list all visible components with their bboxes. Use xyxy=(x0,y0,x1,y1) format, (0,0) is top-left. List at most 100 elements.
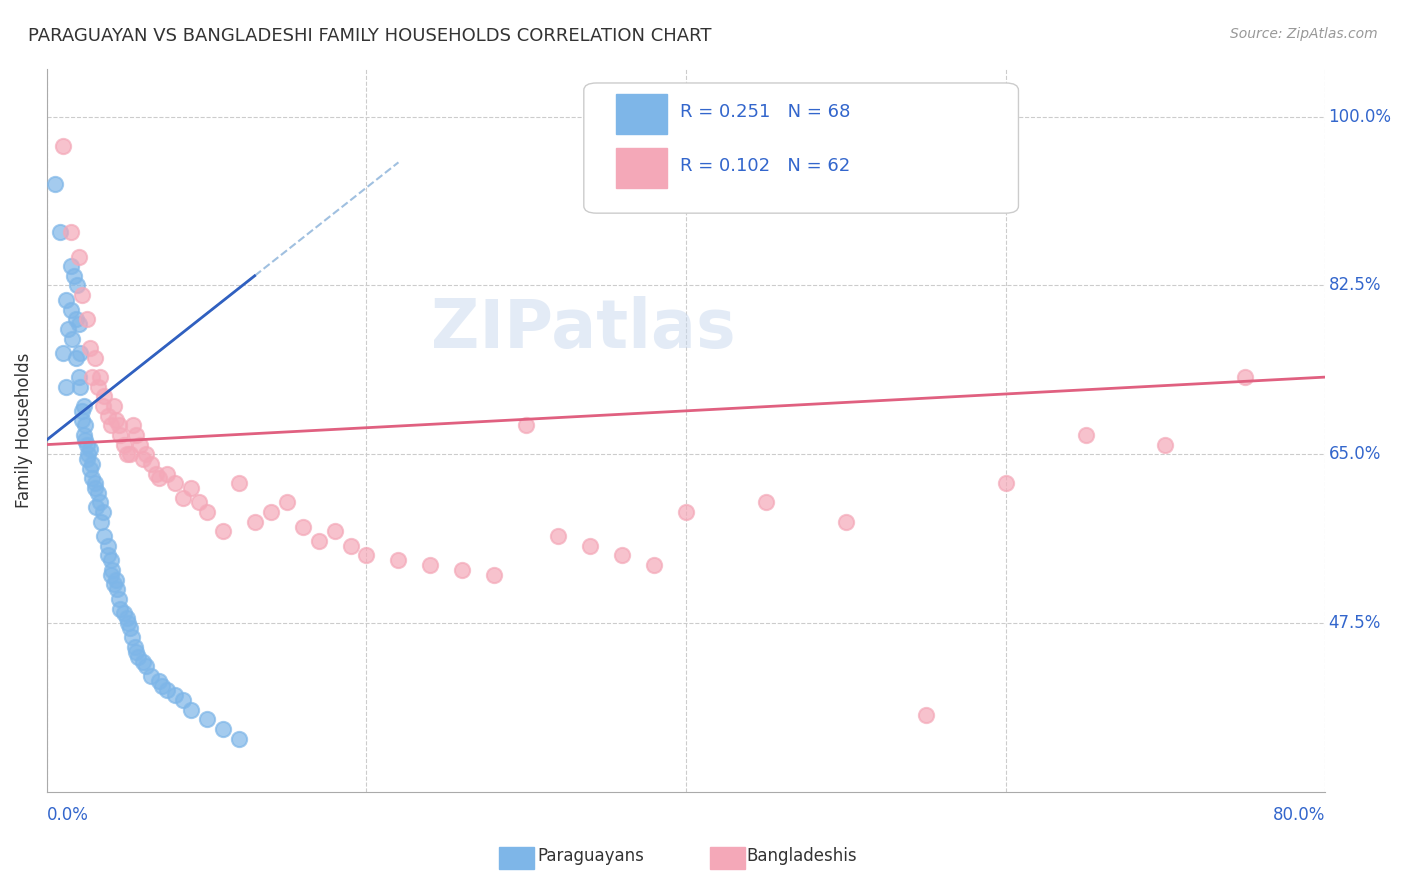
Point xyxy=(103,399,125,413)
Point xyxy=(172,693,194,707)
Point xyxy=(76,312,98,326)
Point xyxy=(100,553,122,567)
Point xyxy=(172,491,194,505)
Point xyxy=(228,731,250,746)
FancyBboxPatch shape xyxy=(583,83,1018,213)
Point xyxy=(56,322,79,336)
Point xyxy=(63,268,86,283)
Text: 100.0%: 100.0% xyxy=(1329,108,1392,126)
Point xyxy=(55,380,77,394)
Point xyxy=(914,707,936,722)
Point xyxy=(100,567,122,582)
Point xyxy=(83,351,105,365)
Point xyxy=(90,515,112,529)
Point xyxy=(117,615,139,630)
Point xyxy=(76,437,98,451)
Point xyxy=(110,428,132,442)
Point xyxy=(755,495,778,509)
Point xyxy=(69,380,91,394)
Point xyxy=(579,539,602,553)
Point xyxy=(79,442,101,457)
Bar xyxy=(499,847,534,869)
Point xyxy=(65,312,87,326)
Point xyxy=(135,659,157,673)
Point xyxy=(112,607,135,621)
Point xyxy=(65,351,87,365)
Point xyxy=(76,452,98,467)
Point xyxy=(132,452,155,467)
Bar xyxy=(616,94,666,134)
Point xyxy=(118,621,141,635)
Point xyxy=(243,515,266,529)
Text: 65.0%: 65.0% xyxy=(1329,445,1381,463)
Point xyxy=(163,688,186,702)
Point xyxy=(52,346,75,360)
Point xyxy=(387,553,409,567)
Point xyxy=(79,341,101,355)
Point xyxy=(451,563,474,577)
Point xyxy=(115,447,138,461)
Point xyxy=(91,505,114,519)
Point xyxy=(59,226,82,240)
Point xyxy=(180,703,202,717)
Point xyxy=(80,471,103,485)
Point xyxy=(128,437,150,451)
Point xyxy=(419,558,441,573)
Point xyxy=(70,413,93,427)
Point xyxy=(484,567,506,582)
Point xyxy=(59,302,82,317)
Point xyxy=(291,519,314,533)
Point xyxy=(75,418,97,433)
Point xyxy=(89,370,111,384)
Point xyxy=(139,669,162,683)
Point xyxy=(97,539,120,553)
Point xyxy=(148,673,170,688)
Point xyxy=(89,495,111,509)
Point xyxy=(163,476,186,491)
Text: Bangladeshis: Bangladeshis xyxy=(747,847,856,865)
Point xyxy=(52,138,75,153)
Point xyxy=(187,495,209,509)
Point xyxy=(107,418,129,433)
Point xyxy=(67,250,90,264)
Text: 0.0%: 0.0% xyxy=(46,806,89,824)
Point xyxy=(835,515,858,529)
Point xyxy=(72,428,94,442)
Point xyxy=(59,259,82,273)
Point xyxy=(124,640,146,654)
Point xyxy=(70,288,93,302)
Point xyxy=(121,631,143,645)
Point xyxy=(112,437,135,451)
Point xyxy=(86,500,108,515)
Point xyxy=(139,457,162,471)
Y-axis label: Family Households: Family Households xyxy=(15,352,32,508)
Point xyxy=(67,370,90,384)
Point xyxy=(150,679,173,693)
Text: 82.5%: 82.5% xyxy=(1329,277,1381,294)
Point xyxy=(132,655,155,669)
Point xyxy=(93,389,115,403)
Point xyxy=(195,713,218,727)
Bar xyxy=(616,148,666,188)
Point xyxy=(91,399,114,413)
Point xyxy=(100,418,122,433)
Point xyxy=(69,346,91,360)
Text: R = 0.251   N = 68: R = 0.251 N = 68 xyxy=(679,103,851,121)
Point xyxy=(83,481,105,495)
Point xyxy=(87,380,110,394)
Point xyxy=(612,549,634,563)
Point xyxy=(1234,370,1257,384)
Point xyxy=(87,485,110,500)
Point xyxy=(103,577,125,591)
Point xyxy=(97,409,120,423)
Point xyxy=(276,495,298,509)
Point xyxy=(104,573,127,587)
Point xyxy=(107,591,129,606)
Text: ZIPatlas: ZIPatlas xyxy=(432,296,737,362)
Text: 47.5%: 47.5% xyxy=(1329,614,1381,632)
Point xyxy=(643,558,665,573)
Point xyxy=(675,505,697,519)
Point xyxy=(339,539,361,553)
Point xyxy=(66,278,89,293)
Point xyxy=(55,293,77,307)
